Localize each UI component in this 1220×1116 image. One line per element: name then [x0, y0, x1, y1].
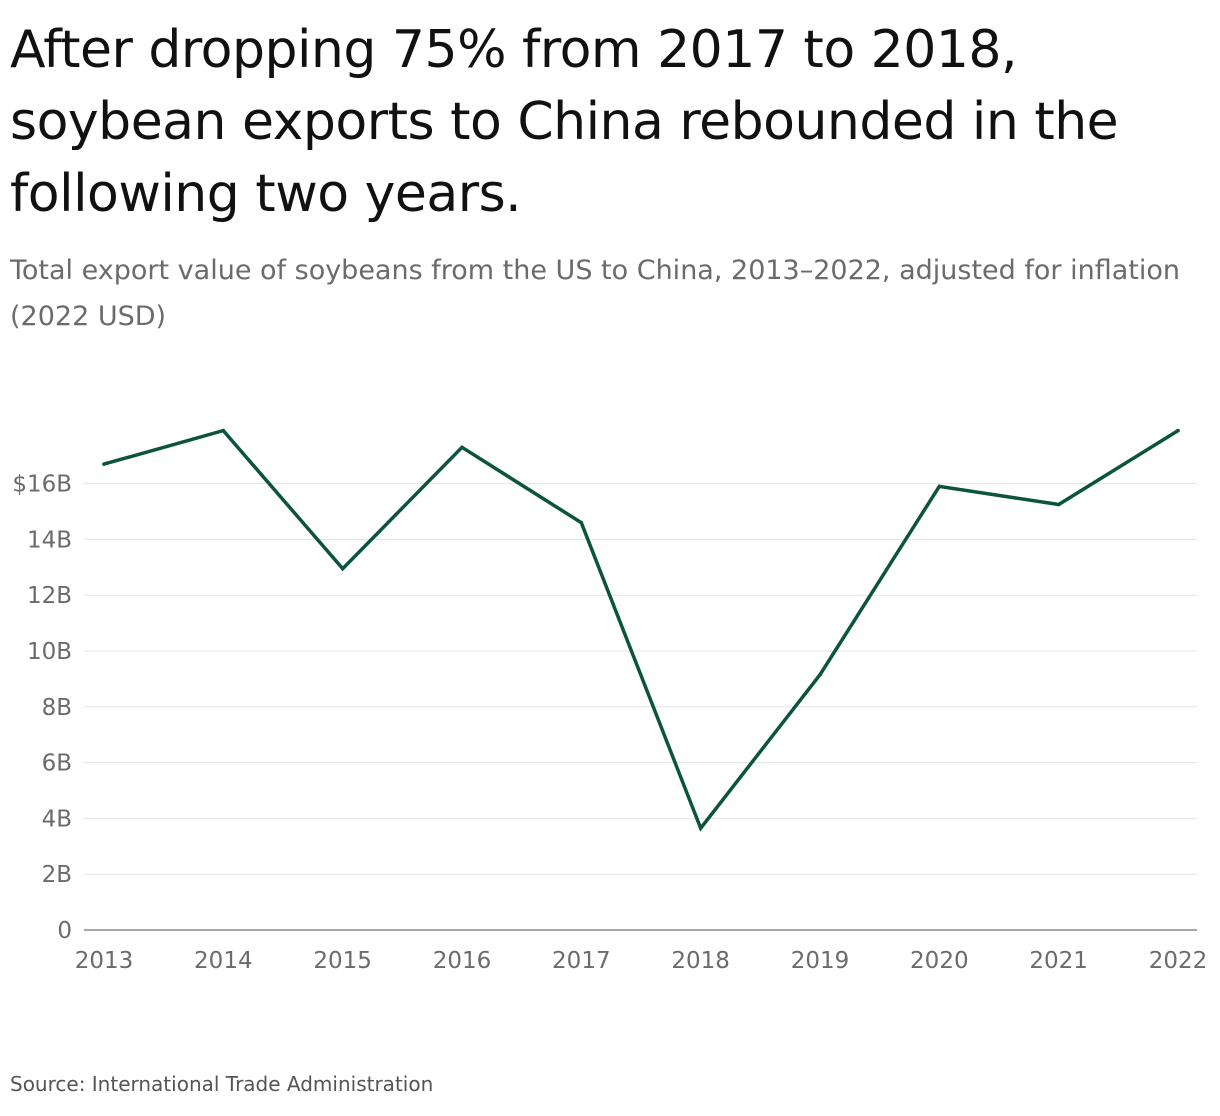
- chart-title: After dropping 75% from 2017 to 2018, so…: [10, 20, 1119, 224]
- x-tick-label: 2014: [194, 948, 253, 974]
- data-point: [698, 826, 703, 830]
- x-tick-label: 2017: [552, 948, 611, 974]
- y-tick-label: 2B: [42, 862, 72, 888]
- data-point: [579, 520, 584, 525]
- data-point: [937, 484, 942, 489]
- data-point: [460, 445, 464, 450]
- source-note: Source: International Trade Administrati…: [10, 1072, 434, 1096]
- x-tick-label: 2015: [313, 948, 372, 974]
- x-tick-label: 2022: [1149, 948, 1208, 974]
- data-point: [102, 462, 106, 466]
- y-axis-tick-labels: 0 2B 4B 6B 8B 10B 12B 14B $16B: [12, 472, 72, 944]
- chart-subtitle: Total export value of soybeans from the …: [10, 255, 1180, 332]
- gridlines: [84, 483, 1197, 875]
- data-point: [1056, 502, 1061, 507]
- data-point: [340, 566, 345, 571]
- data-point: [818, 672, 822, 677]
- x-tick-label: 2020: [910, 948, 969, 974]
- y-tick-label: 8B: [42, 695, 72, 721]
- x-tick-label: 2018: [671, 948, 730, 974]
- data-point: [221, 428, 226, 433]
- y-tick-label: 4B: [42, 806, 72, 832]
- y-tick-label: 12B: [27, 583, 72, 609]
- y-tick-label: $16B: [12, 472, 72, 498]
- y-tick-label: 6B: [42, 751, 72, 777]
- y-tick-label: 14B: [27, 527, 72, 553]
- series-line: [102, 428, 1180, 832]
- x-tick-label: 2019: [791, 948, 850, 974]
- y-tick-label: 10B: [27, 639, 72, 665]
- data-point: [1176, 428, 1180, 433]
- x-tick-label: 2016: [433, 948, 492, 974]
- series: [102, 428, 1180, 832]
- x-tick-label: 2013: [75, 948, 134, 974]
- x-tick-label: 2021: [1029, 948, 1088, 974]
- x-axis-tick-labels: 2013 2014 2015 2016 2017 2018 2019 2020 2021 2022: [75, 948, 1208, 974]
- y-tick-label: 0: [57, 918, 72, 944]
